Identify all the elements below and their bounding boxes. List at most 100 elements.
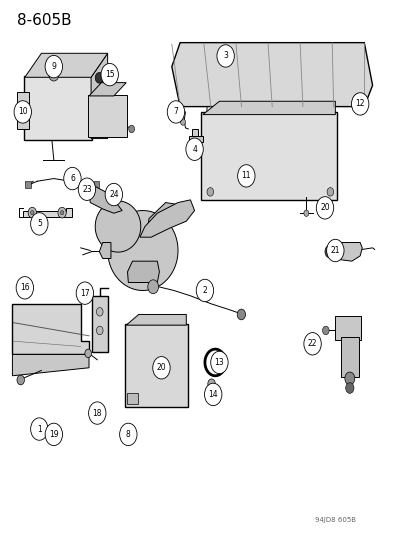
Circle shape — [351, 93, 368, 115]
Polygon shape — [12, 304, 89, 354]
Circle shape — [206, 188, 213, 196]
Circle shape — [207, 379, 215, 389]
Text: 13: 13 — [214, 358, 224, 367]
Circle shape — [196, 279, 213, 302]
Circle shape — [152, 357, 170, 379]
Circle shape — [95, 72, 103, 83]
FancyBboxPatch shape — [334, 316, 360, 340]
Circle shape — [322, 326, 328, 335]
Circle shape — [216, 45, 234, 67]
Polygon shape — [25, 53, 107, 77]
Polygon shape — [127, 261, 159, 282]
Circle shape — [303, 210, 308, 216]
Text: 12: 12 — [355, 100, 364, 108]
Circle shape — [31, 418, 48, 440]
FancyBboxPatch shape — [126, 393, 138, 404]
Circle shape — [237, 165, 254, 187]
FancyBboxPatch shape — [340, 337, 358, 377]
Circle shape — [105, 183, 122, 206]
Text: 20: 20 — [156, 364, 166, 372]
Circle shape — [85, 349, 91, 358]
Circle shape — [180, 119, 185, 125]
Polygon shape — [147, 203, 190, 232]
Circle shape — [76, 282, 93, 304]
Circle shape — [147, 280, 158, 294]
Circle shape — [17, 375, 24, 385]
Circle shape — [204, 383, 221, 406]
Polygon shape — [171, 43, 372, 107]
Polygon shape — [25, 181, 31, 188]
Text: 8-605B: 8-605B — [17, 13, 71, 28]
Circle shape — [237, 309, 245, 320]
Circle shape — [60, 211, 64, 215]
Circle shape — [49, 68, 59, 81]
Text: 16: 16 — [20, 284, 30, 292]
Circle shape — [78, 178, 95, 200]
Circle shape — [96, 308, 103, 316]
Text: 9: 9 — [51, 62, 56, 71]
Text: 19: 19 — [49, 430, 59, 439]
Circle shape — [326, 188, 333, 196]
Circle shape — [45, 423, 62, 446]
Text: 8: 8 — [126, 430, 131, 439]
Circle shape — [128, 125, 134, 133]
Polygon shape — [12, 354, 89, 376]
FancyBboxPatch shape — [125, 324, 187, 407]
Circle shape — [344, 372, 354, 385]
Polygon shape — [94, 181, 99, 188]
Text: 1: 1 — [37, 425, 42, 433]
Polygon shape — [23, 208, 72, 217]
Text: 17: 17 — [80, 289, 90, 297]
Polygon shape — [140, 200, 194, 237]
Circle shape — [19, 103, 26, 112]
Circle shape — [88, 402, 106, 424]
Circle shape — [28, 207, 36, 218]
Text: 6: 6 — [70, 174, 75, 183]
Text: 10: 10 — [18, 108, 28, 116]
Circle shape — [324, 245, 334, 258]
Text: 11: 11 — [241, 172, 250, 180]
Polygon shape — [92, 296, 107, 352]
Polygon shape — [126, 314, 186, 325]
Circle shape — [58, 207, 66, 218]
Polygon shape — [191, 129, 197, 150]
Circle shape — [16, 277, 33, 299]
Circle shape — [101, 63, 118, 86]
Circle shape — [31, 211, 34, 215]
Text: 18: 18 — [93, 409, 102, 417]
FancyBboxPatch shape — [88, 95, 127, 137]
Circle shape — [45, 55, 62, 78]
Circle shape — [210, 351, 228, 374]
Circle shape — [119, 423, 137, 446]
Circle shape — [345, 383, 353, 393]
Circle shape — [167, 101, 184, 123]
Circle shape — [303, 333, 320, 355]
Polygon shape — [89, 83, 126, 96]
Polygon shape — [95, 201, 140, 252]
Text: 7: 7 — [173, 108, 178, 116]
Text: 15: 15 — [104, 70, 114, 79]
Circle shape — [326, 239, 343, 262]
Text: 22: 22 — [307, 340, 316, 348]
Text: 20: 20 — [319, 204, 329, 212]
Text: 4: 4 — [192, 145, 197, 154]
Circle shape — [316, 197, 333, 219]
FancyBboxPatch shape — [200, 112, 337, 200]
Polygon shape — [89, 187, 122, 213]
Polygon shape — [202, 101, 335, 115]
Circle shape — [185, 138, 203, 160]
Text: 21: 21 — [330, 246, 339, 255]
Text: 5: 5 — [37, 220, 42, 228]
FancyBboxPatch shape — [24, 76, 92, 140]
Polygon shape — [99, 243, 111, 259]
Text: 14: 14 — [208, 390, 218, 399]
Text: 3: 3 — [223, 52, 228, 60]
Text: 94JD8 605B: 94JD8 605B — [314, 518, 355, 523]
FancyBboxPatch shape — [17, 92, 28, 129]
Polygon shape — [91, 53, 107, 139]
Circle shape — [31, 213, 48, 235]
Text: 24: 24 — [109, 190, 119, 199]
Circle shape — [14, 101, 31, 123]
Circle shape — [353, 94, 361, 103]
Text: 2: 2 — [202, 286, 207, 295]
